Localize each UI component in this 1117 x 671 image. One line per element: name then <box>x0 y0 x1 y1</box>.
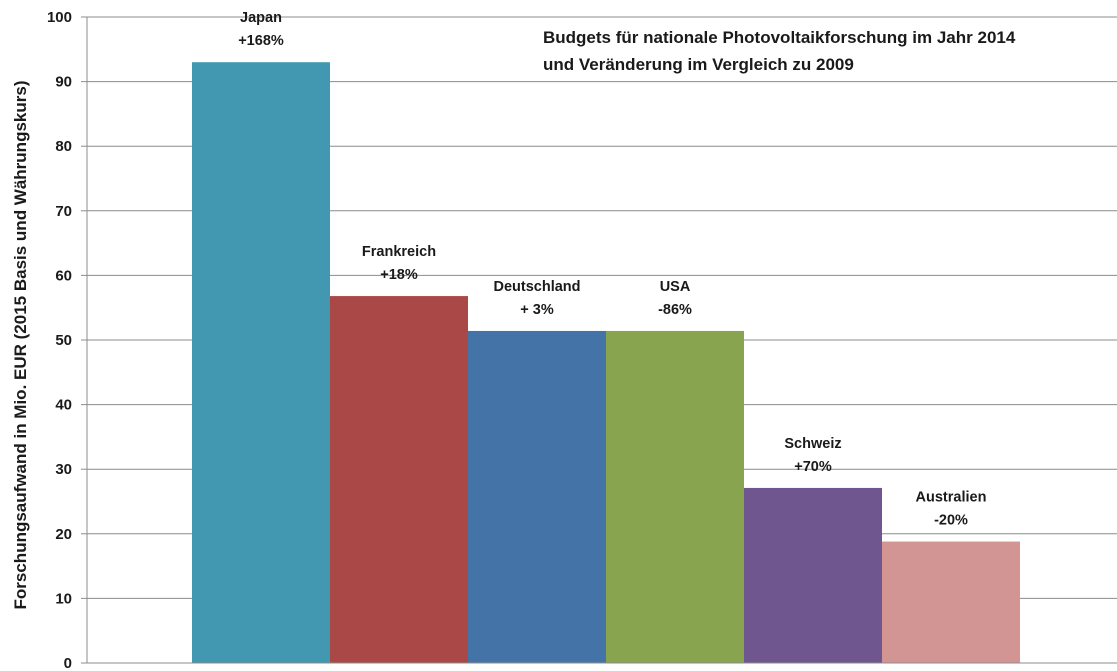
chart-title-line-1: Budgets für nationale Photovoltaikforsch… <box>543 28 1016 47</box>
bars <box>192 62 1020 664</box>
bar-label-name: Frankreich <box>362 244 436 260</box>
bar-frankreich <box>330 296 468 663</box>
bar-label-name: Japan <box>240 10 282 26</box>
bar-label-change: -86% <box>658 302 692 318</box>
bar-label-name: Schweiz <box>784 436 841 452</box>
bar-australien <box>882 541 1020 663</box>
y-tick-label: 60 <box>55 267 72 284</box>
y-tick-label: 20 <box>55 526 72 543</box>
chart-title-line-2: und Veränderung im Vergleich zu 2009 <box>543 55 854 74</box>
y-tick-label: 90 <box>55 74 72 91</box>
y-tick-label: 50 <box>55 332 72 349</box>
bar-labels: Japan +168% Frankreich +18% Deutschland + 3% U… <box>238 10 986 528</box>
bar-schweiz <box>744 487 882 663</box>
y-tick-label: 70 <box>55 203 72 220</box>
y-tick-label: 10 <box>55 590 72 607</box>
y-tick-label: 100 <box>47 9 72 26</box>
bar-label-change: -20% <box>934 513 968 529</box>
bar-usa <box>606 330 744 663</box>
y-axis-ticks: 0 10 20 30 40 50 60 70 80 90 100 <box>47 9 88 671</box>
bar-label-change: +168% <box>238 33 284 49</box>
bar-deutschland <box>468 330 606 663</box>
y-axis-label: Forschungsaufwand in Mio. EUR (2015 Basi… <box>11 81 30 610</box>
bar-label-name: Deutschland <box>493 279 580 295</box>
y-tick-label: 0 <box>64 655 72 671</box>
y-tick-label: 30 <box>55 461 72 478</box>
y-tick-label: 40 <box>55 397 72 414</box>
bar-label-change: +18% <box>380 267 418 283</box>
y-tick-label: 80 <box>55 138 72 155</box>
bar-label-change: + 3% <box>520 302 554 318</box>
bar-japan <box>192 62 330 664</box>
bar-label-name: USA <box>660 279 691 295</box>
bar-label-change: +70% <box>794 459 832 475</box>
bar-label-name: Australien <box>916 490 987 506</box>
